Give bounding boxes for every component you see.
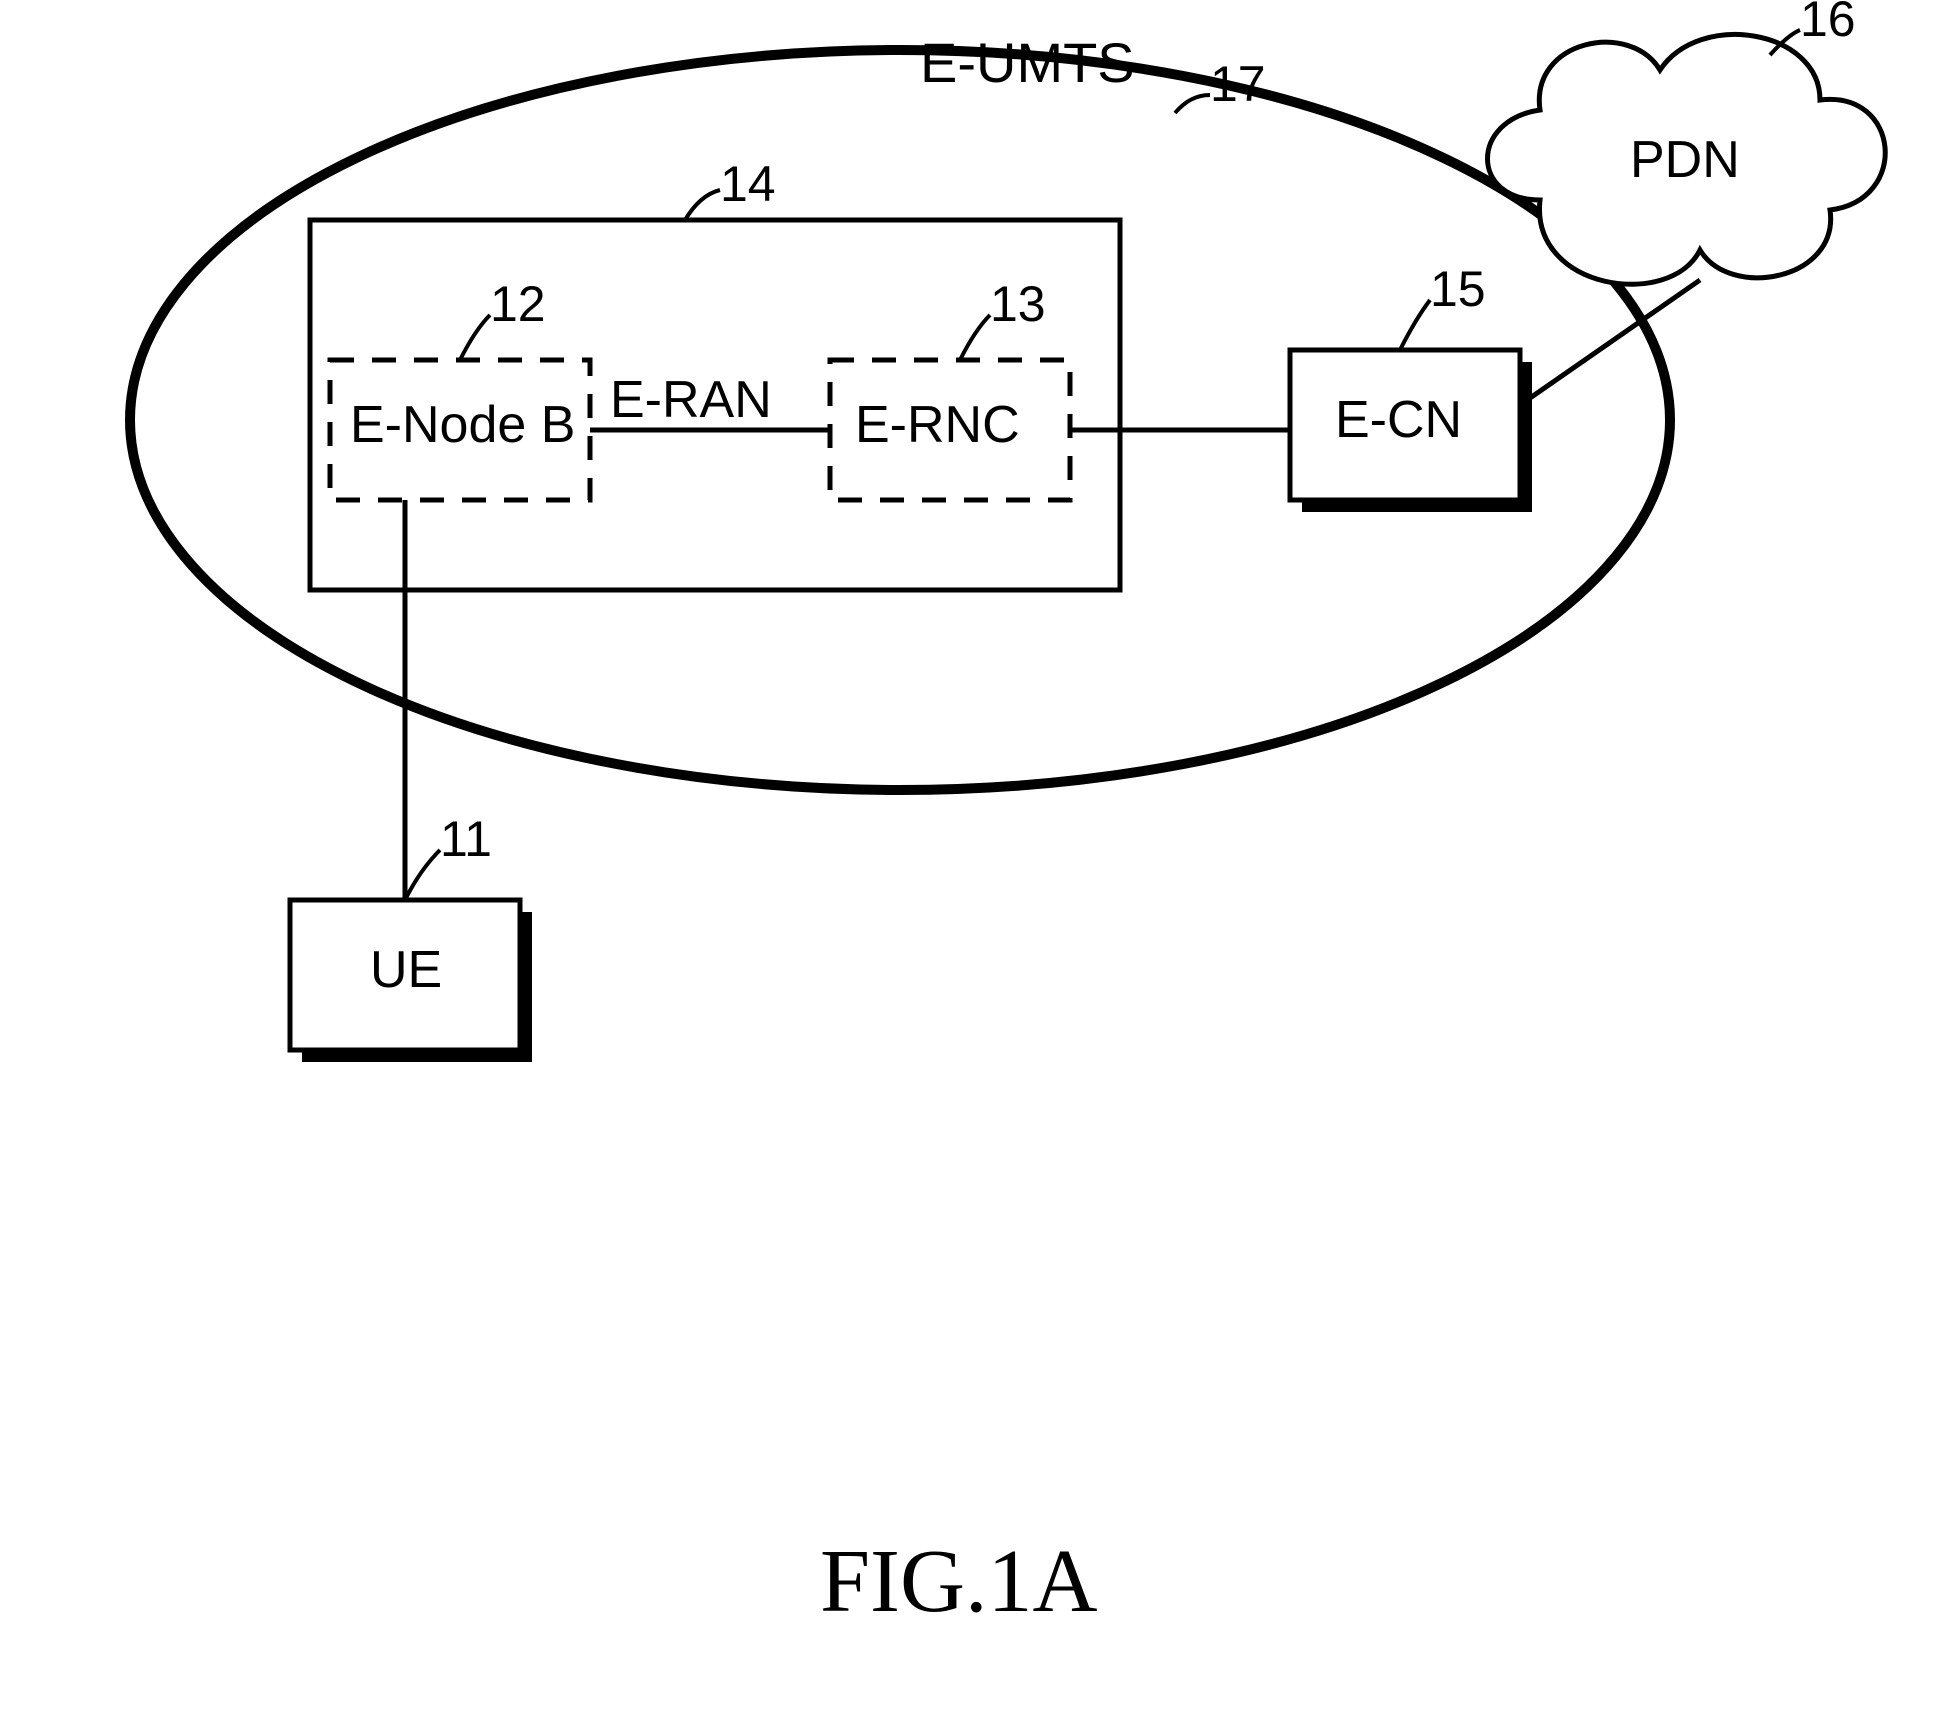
ref-16: 16 [1800, 0, 1856, 48]
ecn-label: E-CN [1335, 390, 1462, 450]
figure-caption: FIG.1A [820, 1530, 1098, 1633]
enodeb-label: E-Node B [350, 395, 575, 455]
diagram-svg [0, 0, 1937, 1736]
ref-13: 13 [990, 275, 1046, 333]
ernc-label: E-RNC [855, 395, 1020, 455]
eran-label: E-RAN [610, 370, 772, 430]
pdn-label: PDN [1630, 130, 1740, 190]
ref-15: 15 [1430, 260, 1486, 318]
ref-11: 11 [440, 810, 492, 868]
diagram-canvas: E-UMTS E-RAN E-Node B E-RNC E-CN UE PDN … [0, 0, 1937, 1736]
ref-14: 14 [720, 155, 776, 213]
diagram-title: E-UMTS [920, 30, 1135, 95]
ref-17: 17 [1210, 55, 1266, 113]
ref-12: 12 [490, 275, 546, 333]
ue-label: UE [370, 940, 442, 1000]
